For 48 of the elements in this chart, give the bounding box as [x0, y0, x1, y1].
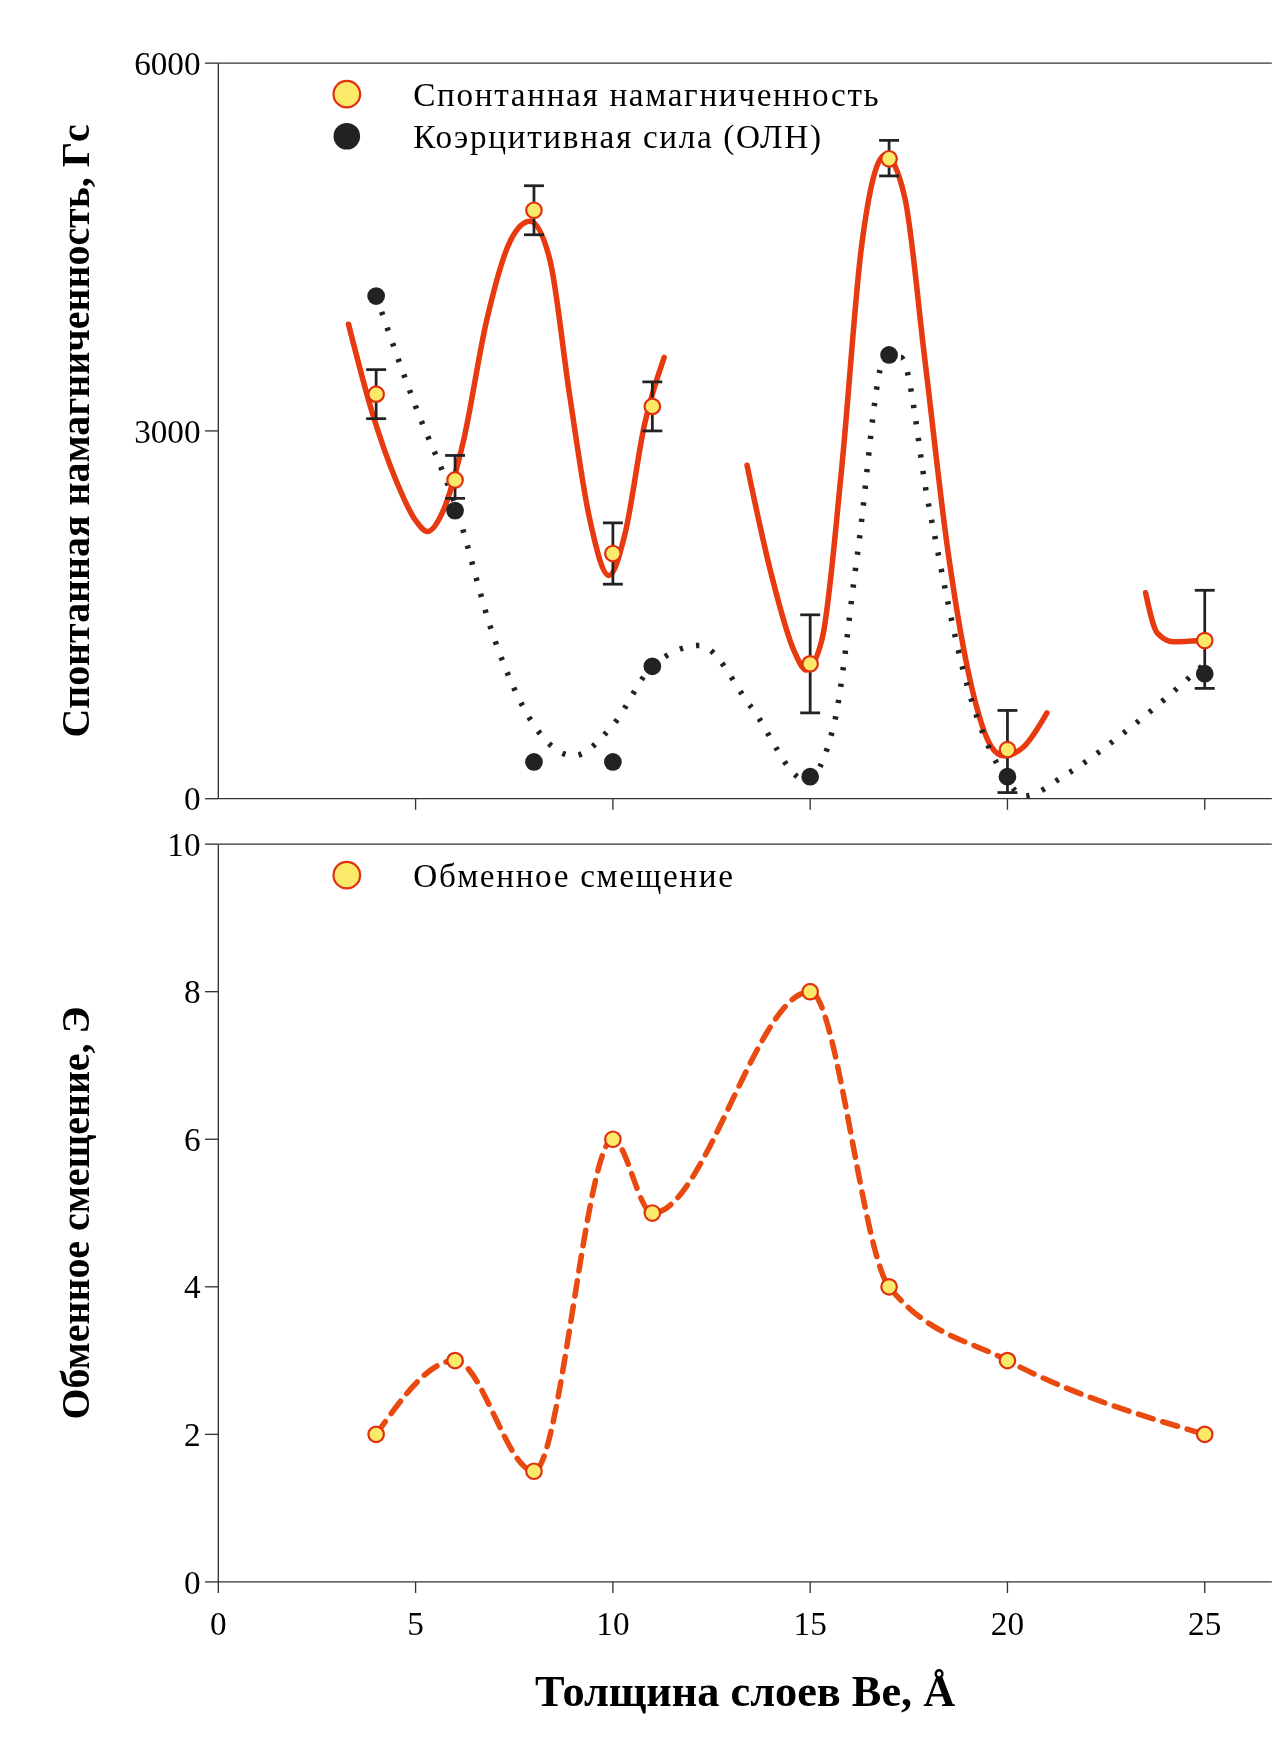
y-tick-label: 10 [167, 825, 201, 863]
point [367, 385, 386, 404]
y-axis-title: Спонтанная намагниченность, Гс [52, 124, 98, 738]
x-tick-label: 0 [210, 1605, 227, 1643]
point [880, 149, 898, 168]
y-tick-label: 4 [183, 1268, 201, 1306]
legend-label: Обменное смещение [413, 856, 735, 894]
x-tick-label: 15 [793, 1605, 827, 1643]
x-axis-title: Толщина слоев Be, Å [534, 1666, 956, 1716]
point [604, 544, 622, 563]
y-tick-label: 8 [183, 973, 201, 1011]
point [643, 397, 662, 416]
point [880, 346, 898, 364]
point [525, 201, 543, 220]
y-tick-label: 0 [183, 780, 201, 818]
x-tick-label: 20 [990, 1605, 1025, 1643]
point [1195, 1425, 1214, 1444]
y-tick-label: 6 [183, 1120, 201, 1158]
point [998, 1351, 1017, 1370]
point [525, 1462, 543, 1481]
y-tick-label: 2 [183, 1415, 201, 1453]
point [446, 471, 464, 489]
point [643, 657, 662, 676]
point [604, 753, 622, 771]
point [801, 654, 820, 673]
y-tick-label: 3000 [134, 412, 201, 450]
point [367, 287, 385, 305]
point [525, 753, 543, 771]
point [998, 767, 1017, 786]
legend-label: Спонтанная намагниченность [413, 75, 881, 113]
point [801, 767, 820, 786]
legend-label: Коэрцитивная сила (ОЛН) [413, 117, 823, 156]
point [880, 1277, 898, 1296]
y-tick-label: 6000 [134, 44, 201, 82]
point [367, 1425, 386, 1444]
point [998, 740, 1017, 759]
x-tick-label: 10 [596, 1605, 630, 1643]
x-tick-label: 5 [407, 1605, 424, 1643]
point [604, 1130, 622, 1149]
y-tick-label: 0 [183, 1563, 201, 1601]
point [446, 1351, 464, 1370]
point [446, 501, 464, 520]
point [801, 982, 820, 1001]
point [1195, 664, 1214, 683]
point [1195, 631, 1214, 650]
y-axis-title: Обменное смещение, Э [52, 1006, 98, 1420]
point [643, 1204, 662, 1222]
x-tick-label: 25 [1188, 1605, 1222, 1643]
